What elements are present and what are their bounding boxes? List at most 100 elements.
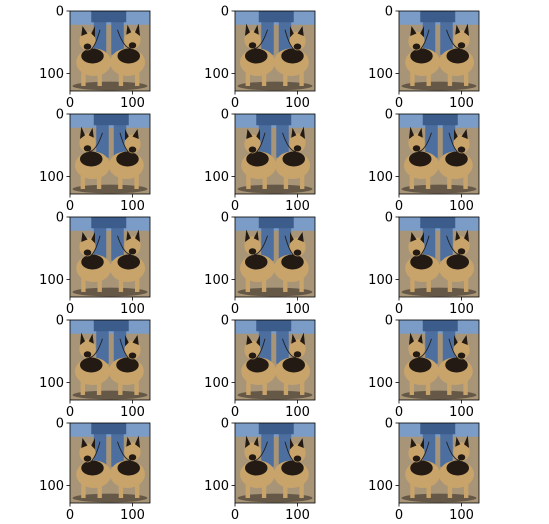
y-tick-label: 100 [39, 479, 64, 494]
dog-leg [80, 174, 85, 189]
photo-jeans-top [256, 320, 292, 332]
x-tick-label: 0 [66, 96, 74, 111]
dog-leg [81, 277, 86, 292]
y-tick-label: 0 [56, 314, 64, 329]
dog-saddle [81, 48, 104, 64]
x-tick-label: 100 [120, 96, 145, 111]
dog-leg [262, 174, 267, 189]
dog-muzzle [457, 146, 466, 153]
leash [117, 29, 132, 49]
x-tick-label: 0 [66, 302, 74, 317]
dog-head [408, 31, 425, 51]
y-tick-label: 0 [385, 314, 393, 329]
dog-muzzle [83, 145, 92, 152]
dog-leg [245, 483, 250, 498]
x-tick-label: 0 [395, 405, 403, 420]
axes-frame [234, 113, 316, 195]
photo-jeans-top [91, 217, 127, 229]
dog-leg [245, 71, 250, 86]
dog-head [79, 31, 96, 51]
leash [448, 132, 461, 155]
x-tick-label: 100 [449, 508, 474, 523]
dog-head [453, 340, 470, 360]
dog-ear [464, 229, 469, 242]
dog-ear [253, 436, 259, 447]
dog-leg [425, 174, 431, 189]
dog-ear [291, 127, 297, 138]
leash [417, 29, 430, 52]
y-tick-label: 100 [368, 170, 393, 185]
dog-ear [300, 126, 305, 139]
dog-leg [299, 277, 304, 292]
x-tick-label: 100 [120, 302, 145, 317]
x-tick-label: 0 [395, 199, 403, 214]
x-tick-label: 0 [66, 405, 74, 420]
x-tick-label: 100 [120, 508, 145, 523]
dog-saddle [246, 151, 269, 167]
x-tick-label: 0 [231, 302, 239, 317]
y-tick-label: 100 [204, 273, 229, 288]
x-tick-label: 0 [231, 405, 239, 420]
image-panel-photo [70, 320, 150, 400]
image-panel-photo [235, 217, 315, 297]
y-tick-label: 100 [204, 479, 229, 494]
y-tick-label: 100 [204, 67, 229, 82]
photo-jeans-top [422, 114, 458, 126]
dog-head [289, 133, 306, 153]
dog-saddle [81, 460, 104, 476]
dog-ear [132, 335, 139, 345]
dog-ear [455, 230, 461, 241]
dog-head [124, 30, 141, 50]
image-panel-photo [70, 423, 150, 503]
dog-leg [299, 71, 304, 86]
dog-saddle [281, 254, 304, 270]
dog-leg [118, 71, 124, 86]
dog-muzzle [412, 43, 421, 50]
dog-saddle [282, 151, 305, 167]
dog-leg [464, 483, 469, 498]
image-panel-photo [399, 320, 479, 400]
dog-leg [409, 174, 414, 189]
photo-shadow [72, 493, 148, 503]
y-tick-label: 0 [385, 108, 393, 123]
dog-saddle [116, 151, 139, 167]
dog-ear [290, 26, 294, 38]
dog-ear [88, 333, 94, 344]
dog-muzzle [128, 146, 137, 153]
x-tick-label: 0 [231, 96, 239, 111]
dog-ear [126, 24, 132, 35]
leash [446, 235, 461, 255]
dog-leg [96, 174, 102, 189]
dog-ear [464, 23, 469, 36]
dog-ear [420, 438, 424, 450]
dog-head [244, 442, 261, 462]
dog-muzzle [128, 42, 137, 49]
dog-saddle [282, 357, 305, 373]
dog-muzzle [83, 43, 92, 50]
x-tick-label: 100 [449, 199, 474, 214]
dog-saddle [410, 254, 433, 270]
dog-saddle [281, 48, 304, 64]
dog-leg [81, 483, 86, 498]
axes-frame [69, 422, 151, 504]
leash [446, 29, 461, 49]
dog-saddle [80, 151, 103, 167]
leash [282, 338, 297, 358]
dog-ear [81, 26, 88, 36]
dog-leg [447, 71, 453, 86]
leash [417, 441, 430, 464]
dog-ear [88, 127, 94, 138]
y-tick-label: 0 [221, 211, 229, 226]
dog-head [408, 443, 425, 463]
dog-ear [409, 126, 414, 139]
y-tick-label: 100 [368, 479, 393, 494]
dog-ear [91, 438, 95, 450]
photo-jeans-top [93, 114, 129, 126]
dog-head [244, 134, 261, 154]
x-tick-label: 0 [231, 508, 239, 523]
